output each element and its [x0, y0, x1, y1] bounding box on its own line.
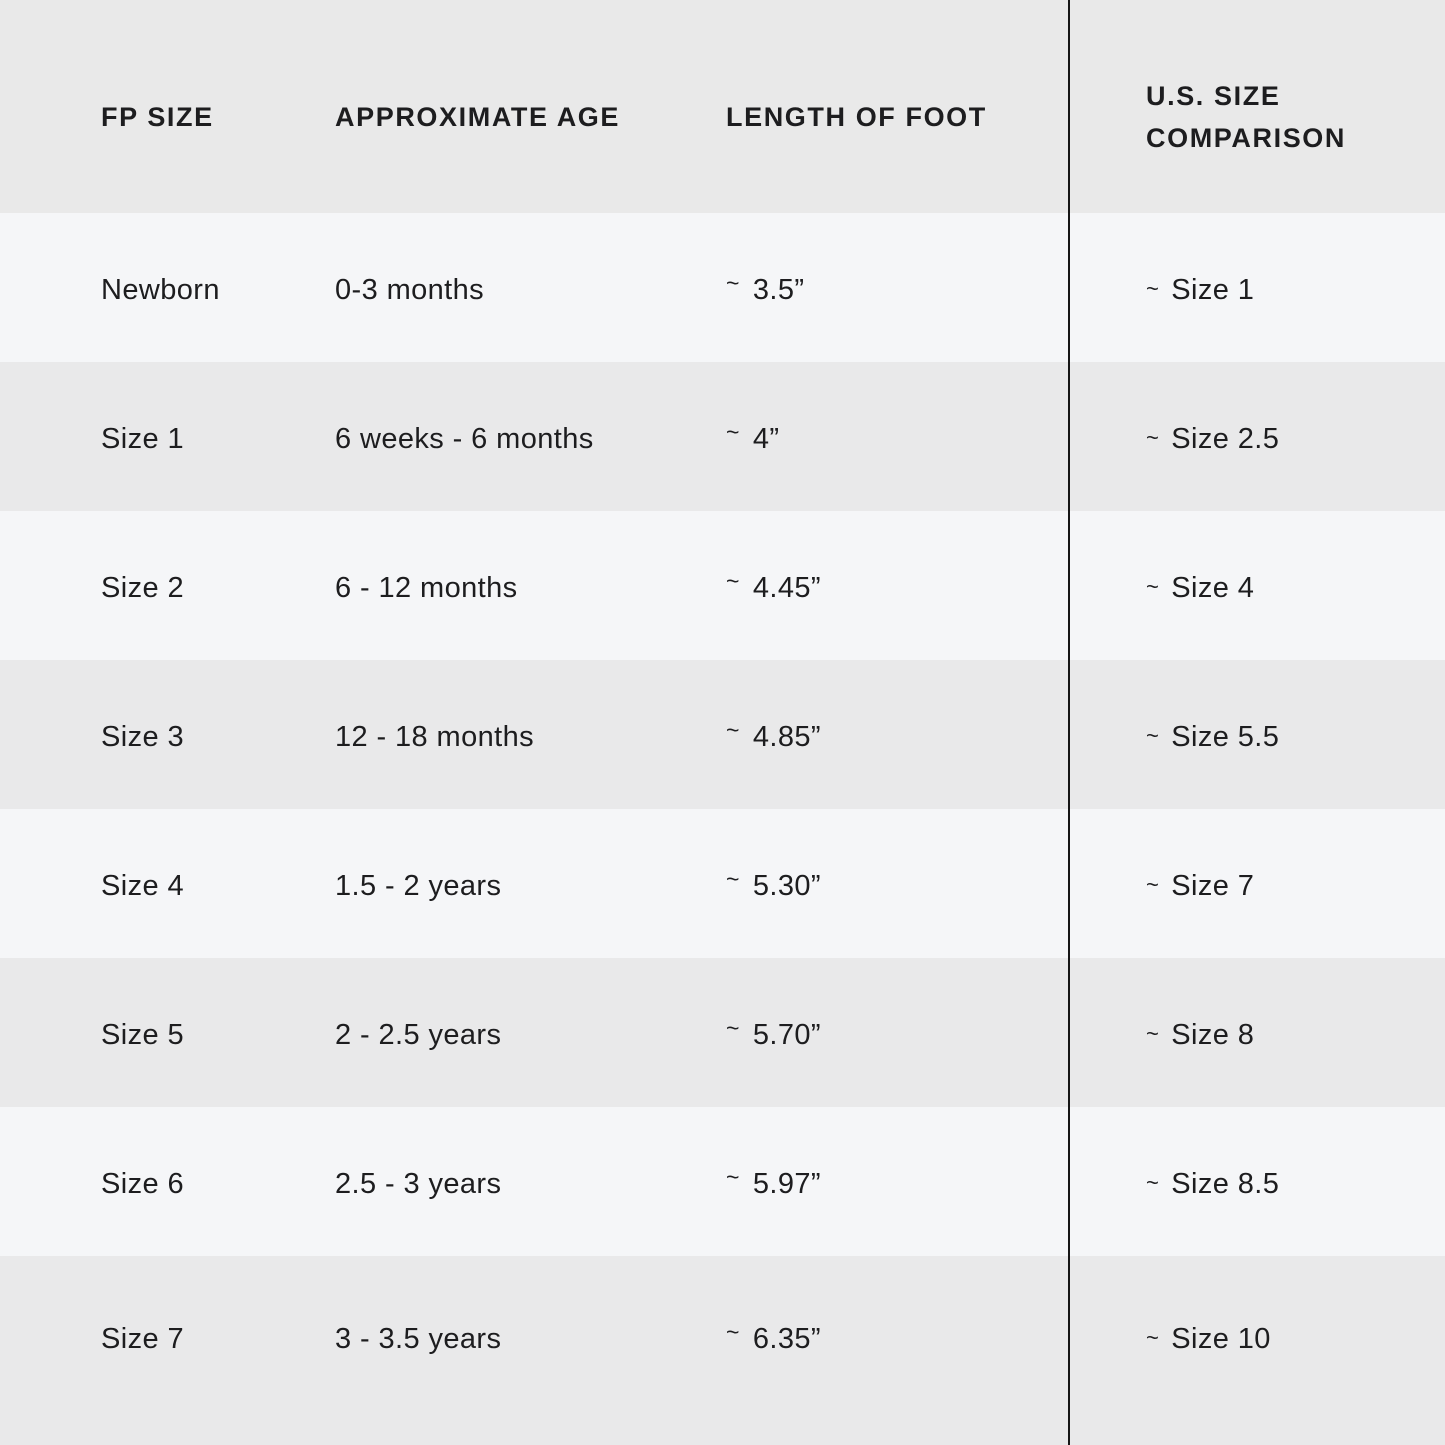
foot-length-cell: ~4.85”: [726, 717, 1069, 754]
table-row: Size 7 3 - 3.5 years ~6.35” ~ Size 10: [0, 1256, 1445, 1445]
age-cell: 2.5 - 3 years: [335, 1168, 502, 1200]
foot-length-value: 4.45”: [752, 572, 821, 604]
fp-size-cell: Newborn: [101, 274, 220, 306]
approx-tilde: ~: [726, 419, 740, 445]
approx-tilde: ~: [1146, 425, 1160, 450]
approx-tilde: ~: [1146, 1325, 1160, 1350]
foot-length-value: 5.97”: [752, 1168, 821, 1200]
header-us-size-comparison: U.S. SIZE COMPARISON: [1146, 80, 1347, 153]
us-size-value: Size 8.5: [1171, 1168, 1280, 1200]
foot-length-cell: ~4”: [726, 419, 1069, 456]
approx-tilde: ~: [726, 717, 740, 743]
fp-size-cell: Size 2: [101, 572, 184, 604]
fp-size-cell: Size 5: [101, 1019, 184, 1051]
header-length-of-foot: LENGTH OF FOOT: [726, 101, 987, 132]
foot-length-value: 6.35”: [752, 1323, 821, 1355]
foot-length-cell: ~5.70”: [726, 1015, 1069, 1052]
age-cell: 12 - 18 months: [335, 721, 535, 753]
table-row: Newborn 0-3 months ~3.5” ~ Size 1: [0, 213, 1445, 362]
us-size-value: Size 8: [1171, 1019, 1255, 1051]
age-cell: 6 weeks - 6 months: [335, 423, 594, 455]
foot-length-value: 4.85”: [752, 721, 821, 753]
table-row: Size 6 2.5 - 3 years ~5.97” ~ Size 8.5: [0, 1107, 1445, 1256]
us-size-cell: ~ Size 5.5: [1069, 721, 1445, 754]
us-size-cell: ~ Size 4: [1069, 572, 1445, 605]
us-size-value: Size 2.5: [1171, 423, 1280, 455]
table-row: Size 5 2 - 2.5 years ~5.70” ~ Size 8: [0, 958, 1445, 1107]
us-size-cell: ~ Size 7: [1069, 870, 1445, 903]
foot-length-cell: ~5.30”: [726, 866, 1069, 903]
approx-tilde: ~: [726, 568, 740, 594]
foot-length-value: 4”: [752, 423, 780, 455]
foot-length-cell: ~3.5”: [726, 270, 1069, 307]
approx-tilde: ~: [726, 1164, 740, 1190]
us-size-cell: ~ Size 10: [1069, 1323, 1445, 1356]
age-cell: 1.5 - 2 years: [335, 870, 502, 902]
fp-size-cell: Size 4: [101, 870, 184, 902]
us-size-value: Size 7: [1171, 870, 1255, 902]
us-size-value: Size 4: [1171, 572, 1255, 604]
approx-tilde: ~: [1146, 1170, 1160, 1195]
age-cell: 3 - 3.5 years: [335, 1323, 502, 1355]
approx-tilde: ~: [726, 1319, 740, 1345]
us-size-value: Size 5.5: [1171, 721, 1280, 753]
age-cell: 6 - 12 months: [335, 572, 518, 604]
us-size-cell: ~ Size 1: [1069, 274, 1445, 307]
us-size-value: Size 1: [1171, 274, 1255, 306]
approx-tilde: ~: [1146, 276, 1160, 301]
approx-tilde: ~: [1146, 1021, 1160, 1046]
us-size-cell: ~ Size 8: [1069, 1019, 1445, 1052]
table-row: Size 2 6 - 12 months ~4.45” ~ Size 4: [0, 511, 1445, 660]
foot-length-value: 5.70”: [752, 1019, 821, 1051]
age-cell: 0-3 months: [335, 274, 485, 306]
foot-length-cell: ~5.97”: [726, 1164, 1069, 1201]
approx-tilde: ~: [1146, 872, 1160, 897]
foot-length-value: 3.5”: [752, 274, 805, 306]
approx-tilde: ~: [726, 866, 740, 892]
table-row: Size 3 12 - 18 months ~4.85” ~ Size 5.5: [0, 660, 1445, 809]
foot-length-cell: ~6.35”: [726, 1319, 1069, 1356]
approx-tilde: ~: [726, 1015, 740, 1041]
approx-tilde: ~: [1146, 574, 1160, 599]
fp-size-cell: Size 7: [101, 1323, 184, 1355]
fp-size-cell: Size 1: [101, 423, 184, 455]
table-header-row: FP SIZE APPROXIMATE AGE LENGTH OF FOOT U…: [0, 0, 1445, 213]
approx-tilde: ~: [1146, 723, 1160, 748]
column-divider-line: [1068, 0, 1070, 1445]
us-size-value: Size 10: [1171, 1323, 1271, 1355]
foot-length-cell: ~4.45”: [726, 568, 1069, 605]
table-row: Size 1 6 weeks - 6 months ~4” ~ Size 2.5: [0, 362, 1445, 511]
header-approximate-age: APPROXIMATE AGE: [335, 101, 621, 132]
foot-length-value: 5.30”: [752, 870, 821, 902]
approx-tilde: ~: [726, 270, 740, 296]
us-size-cell: ~ Size 8.5: [1069, 1168, 1445, 1201]
us-size-cell: ~ Size 2.5: [1069, 423, 1445, 456]
fp-size-cell: Size 6: [101, 1168, 184, 1200]
header-fp-size: FP SIZE: [101, 101, 214, 132]
fp-size-cell: Size 3: [101, 721, 184, 753]
table-row: Size 4 1.5 - 2 years ~5.30” ~ Size 7: [0, 809, 1445, 958]
age-cell: 2 - 2.5 years: [335, 1019, 502, 1051]
